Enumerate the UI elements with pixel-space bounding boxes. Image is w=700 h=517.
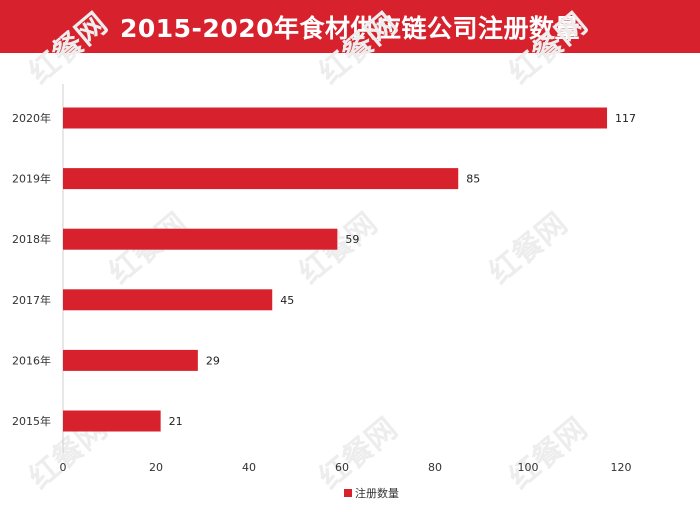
bar	[63, 349, 198, 371]
x-tick-label: 60	[335, 461, 349, 474]
category-label: 2018年	[12, 232, 51, 246]
watermark-text: 红餐网	[23, 6, 114, 91]
category-label: 2019年	[12, 172, 51, 186]
bar	[63, 228, 338, 250]
watermark-text: 红餐网	[503, 411, 594, 496]
x-tick-label: 20	[149, 461, 163, 474]
data-label: 85	[466, 173, 480, 186]
data-label: 21	[169, 415, 183, 428]
data-label: 59	[345, 233, 359, 246]
bar	[63, 289, 273, 311]
bars	[63, 107, 608, 432]
legend-label: 注册数量	[355, 486, 399, 500]
labels: 2020年 117 2019年 85 2018年 59 2017年 45 2016年 29 2015…	[12, 111, 636, 428]
bar	[63, 168, 459, 190]
watermark-text: 红餐网	[313, 6, 404, 91]
x-tick-label: 120	[611, 461, 632, 474]
title-bar: 2015-2020年食材供应链公司注册数量	[0, 0, 700, 53]
bar	[63, 107, 608, 129]
chart-title: 2015-2020年食材供应链公司注册数量	[119, 13, 581, 43]
x-tick-label: 0	[60, 461, 67, 474]
category-label: 2017年	[12, 293, 51, 307]
watermark-text: 红餐网	[503, 6, 594, 91]
watermark-text: 红餐网	[313, 411, 404, 496]
category-label: 2015年	[12, 414, 51, 428]
data-label: 29	[206, 354, 220, 367]
data-label: 117	[615, 112, 636, 125]
legend-swatch	[344, 489, 352, 497]
axes: 0 20 40 60 80 100 120	[60, 84, 632, 474]
data-label: 45	[280, 294, 294, 307]
bar	[63, 410, 161, 432]
watermark-text: 红餐网	[483, 206, 574, 291]
x-tick-label: 80	[428, 461, 442, 474]
legend: 注册数量	[344, 486, 399, 500]
x-tick-label: 40	[242, 461, 256, 474]
category-label: 2020年	[12, 111, 51, 125]
category-label: 2016年	[12, 353, 51, 367]
x-tick-label: 100	[518, 461, 539, 474]
